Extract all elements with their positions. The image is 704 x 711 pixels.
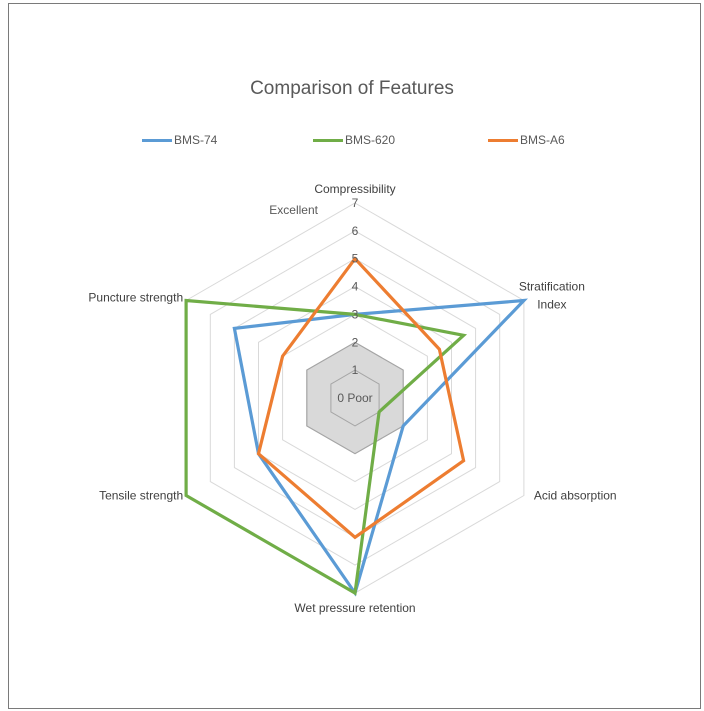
axis-label-0: Compressibility [314, 182, 395, 196]
axis-label-2: Acid absorption [534, 489, 617, 503]
legend-swatch-0 [142, 138, 172, 142]
axis-label-4: Tensile strength [99, 489, 183, 503]
tick-label-7: 7 [352, 196, 359, 210]
tick-label-1: 1 [352, 363, 359, 377]
axis-label-1-line-1: Index [537, 298, 566, 312]
chart-title: Comparison of Features [250, 78, 454, 99]
gridline-ring-6 [209, 230, 501, 566]
gridline-ring-2 [306, 341, 404, 455]
tick-label-3: 3 [352, 307, 359, 321]
legend-label-0: BMS-74 [174, 133, 218, 147]
axis-label-5: Puncture strength [88, 291, 183, 305]
tick-label-max-text: Excellent [269, 203, 318, 217]
legend-label-1: BMS-620 [345, 133, 396, 147]
tick-label-4: 4 [352, 280, 359, 294]
legend-swatch-2 [488, 138, 518, 142]
gridline-ring-1 [330, 369, 380, 427]
legend-item-2: BMS-A6 [488, 130, 565, 150]
legend-item-1: BMS-620 [313, 130, 395, 150]
series-line-2 [256, 256, 466, 540]
tick-label-6: 6 [352, 224, 359, 238]
legend: BMS-74 BMS-620 BMS-A6 [0, 130, 704, 150]
tick-label-0: 0 Poor [337, 391, 372, 405]
tick-label-5: 5 [352, 252, 359, 266]
series-line-1 [184, 298, 468, 596]
legend-swatch-1 [313, 138, 343, 142]
legend-label-2: BMS-A6 [520, 133, 565, 147]
gridline-ring-4 [258, 286, 452, 510]
axis-label-3: Wet pressure retention [294, 601, 415, 615]
legend-item-0: BMS-74 [142, 130, 217, 150]
axis-label-1-line-0: Stratification [519, 280, 585, 294]
tick-label-2: 2 [352, 335, 359, 349]
